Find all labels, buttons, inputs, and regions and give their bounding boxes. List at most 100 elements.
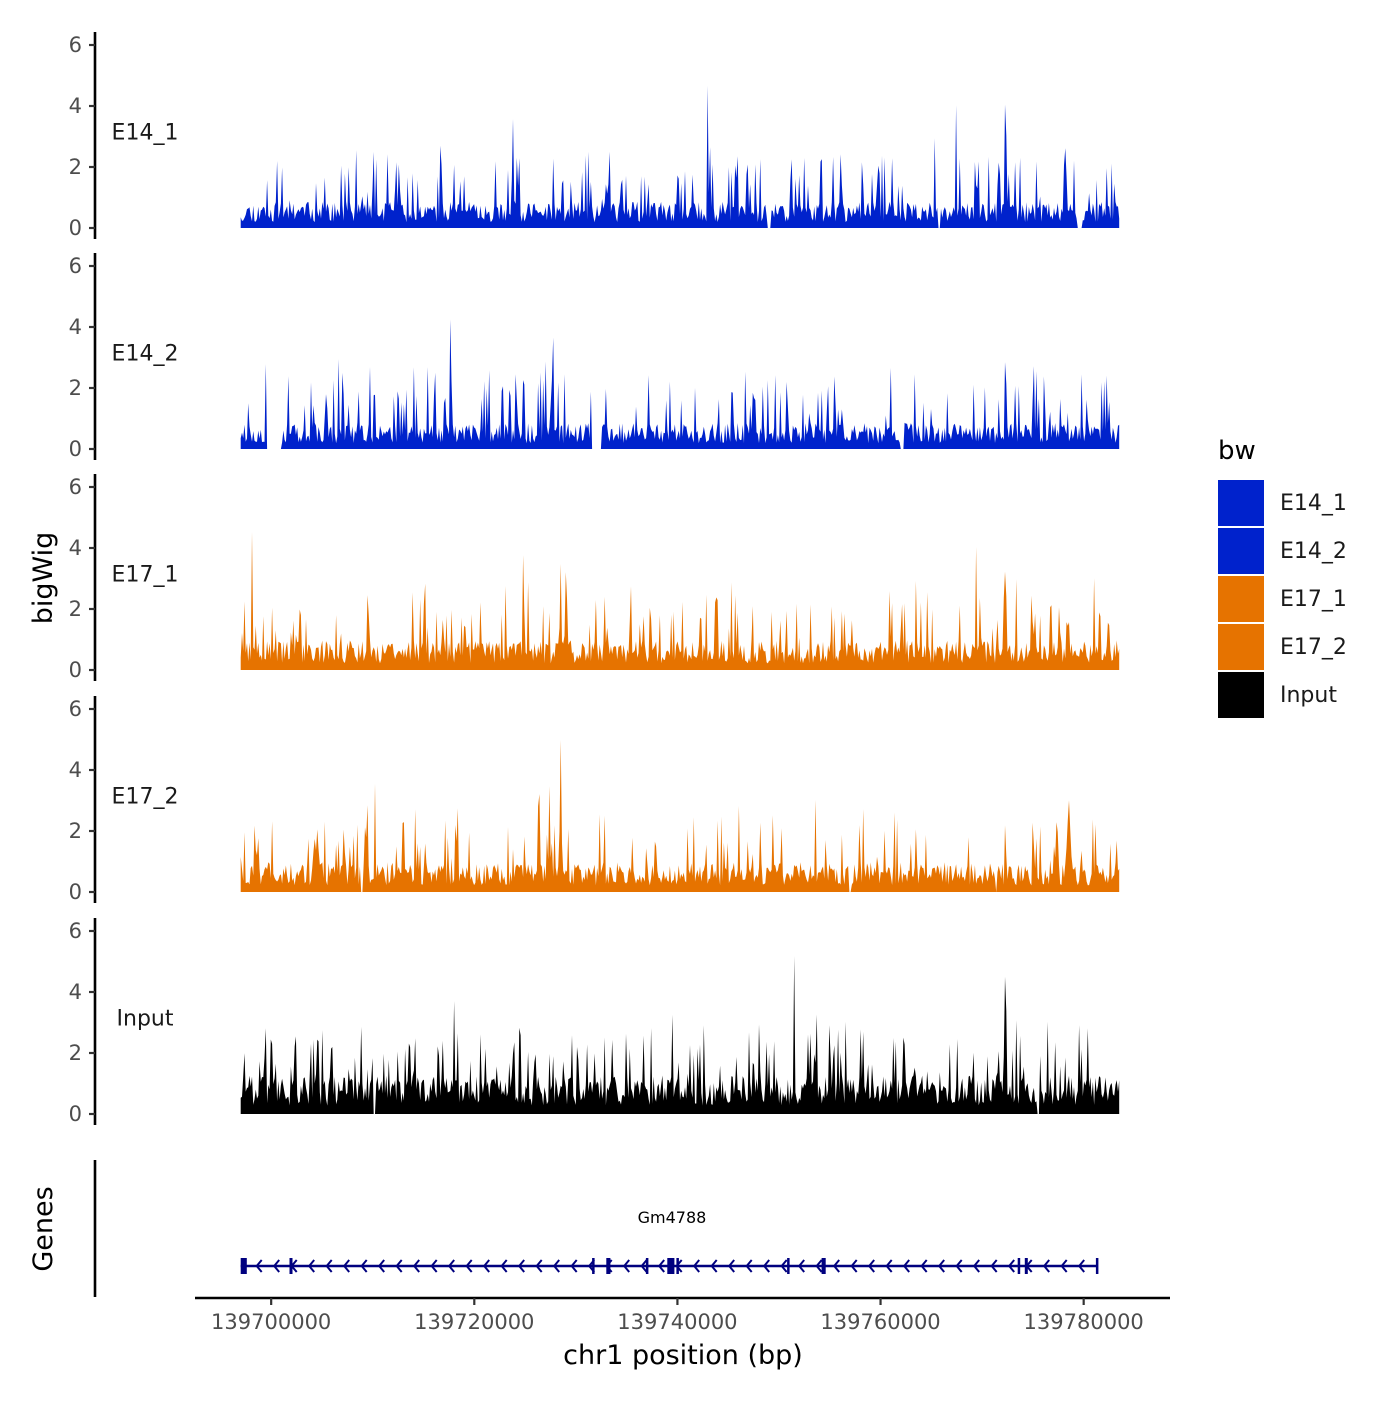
legend-item-Input: Input bbox=[1218, 672, 1337, 718]
y-tick-label: 4 bbox=[69, 315, 82, 339]
strand-arrow bbox=[745, 1259, 753, 1273]
track-label-Input: Input bbox=[117, 1006, 174, 1031]
strand-arrow bbox=[447, 1259, 455, 1273]
y-tick-label: 2 bbox=[69, 597, 82, 621]
x-tick-label: 139740000 bbox=[617, 1310, 737, 1334]
strand-arrow bbox=[867, 1259, 875, 1273]
x-tick-label: 139700000 bbox=[211, 1310, 331, 1334]
strand-arrow bbox=[465, 1259, 473, 1273]
strand-arrow bbox=[325, 1259, 333, 1273]
strand-arrow bbox=[972, 1259, 980, 1273]
strand-arrow bbox=[692, 1259, 700, 1273]
y-tick-label: 6 bbox=[69, 697, 82, 721]
y-tick-label: 0 bbox=[69, 216, 82, 240]
y-tick-label: 0 bbox=[69, 880, 82, 904]
legend: E14_1 E14_2 E17_1 E17_2 Input bbox=[1218, 480, 1347, 718]
strand-arrow bbox=[517, 1259, 525, 1273]
strand-arrow bbox=[937, 1259, 945, 1273]
track-label-E17_2: E17_2 bbox=[112, 784, 179, 809]
track-label-E14_2: E14_2 bbox=[112, 341, 179, 366]
strand-arrow bbox=[535, 1259, 543, 1273]
signal-area-Input bbox=[240, 956, 1120, 1114]
strand-arrow bbox=[500, 1259, 508, 1273]
strand-arrow bbox=[885, 1259, 893, 1273]
y-tick-label: 2 bbox=[69, 376, 82, 400]
track-E17_1: 0 2 4 6 E17_1 bbox=[69, 474, 1120, 682]
x-tick-label: 139760000 bbox=[820, 1310, 940, 1334]
strand-arrow bbox=[1007, 1259, 1015, 1273]
legend-swatch bbox=[1218, 528, 1264, 574]
legend-label: E14_2 bbox=[1280, 539, 1347, 564]
y-axis-title: bigWig bbox=[28, 532, 59, 625]
y-tick-label: 4 bbox=[69, 758, 82, 782]
genes-layer: Gm4788 bbox=[93, 1160, 1099, 1297]
y-tick-label: 6 bbox=[69, 475, 82, 499]
legend-label: E14_1 bbox=[1280, 491, 1347, 516]
strand-arrow bbox=[272, 1259, 280, 1273]
gene-label: Gm4788 bbox=[638, 1208, 707, 1227]
signal-area-E17_1 bbox=[240, 532, 1120, 670]
legend-swatch bbox=[1218, 672, 1264, 718]
legend-item-E14_2: E14_2 bbox=[1218, 528, 1347, 574]
legend-item-E14_1: E14_1 bbox=[1218, 480, 1347, 526]
strand-arrow bbox=[727, 1259, 735, 1273]
strand-arrow bbox=[552, 1259, 560, 1273]
strand-arrow bbox=[920, 1259, 928, 1273]
y-tick-label: 2 bbox=[69, 155, 82, 179]
exon bbox=[240, 1258, 247, 1274]
legend-swatch bbox=[1218, 480, 1264, 526]
y-tick-label: 2 bbox=[69, 1041, 82, 1065]
legend-label: Input bbox=[1280, 683, 1337, 708]
y-tick-label: 4 bbox=[69, 980, 82, 1004]
y-tick-label: 6 bbox=[69, 33, 82, 57]
strand-arrow bbox=[657, 1259, 665, 1273]
x-axis-title: chr1 position (bp) bbox=[563, 1340, 803, 1371]
y-tick-label: 6 bbox=[69, 254, 82, 278]
track-E17_2: 0 2 4 6 E17_2 bbox=[69, 696, 1120, 904]
x-axis: 139700000 139720000 139740000 139760000 1397… bbox=[195, 1296, 1170, 1334]
exon bbox=[592, 1258, 595, 1274]
strand-arrow bbox=[902, 1259, 910, 1273]
tracks-layer: 0 2 4 6 E14_1 0 2 4 6 E14_2 0 2 4 6 E17_1 0 2 4 6 E17_2 0 2 4 6… bbox=[69, 32, 1120, 1126]
y-tick-label: 4 bbox=[69, 94, 82, 118]
strand-arrow bbox=[622, 1259, 630, 1273]
y-tick-label: 0 bbox=[69, 1102, 82, 1126]
y-tick-label: 6 bbox=[69, 919, 82, 943]
x-tick-label: 139720000 bbox=[414, 1310, 534, 1334]
exon bbox=[289, 1258, 293, 1274]
signal-area-E14_1 bbox=[240, 85, 1120, 228]
strand-arrow bbox=[570, 1259, 578, 1273]
exon bbox=[676, 1258, 679, 1274]
strand-arrow bbox=[780, 1259, 788, 1273]
signal-area-E14_2 bbox=[240, 319, 1120, 449]
track-Input: 0 2 4 6 Input bbox=[69, 918, 1120, 1126]
track-E14_1: 0 2 4 6 E14_1 bbox=[69, 32, 1120, 240]
exon bbox=[821, 1258, 826, 1274]
y-tick-label: 0 bbox=[69, 437, 82, 461]
strand-arrow bbox=[1042, 1259, 1050, 1273]
strand-arrow bbox=[412, 1259, 420, 1273]
exon bbox=[606, 1258, 611, 1274]
strand-arrow bbox=[377, 1259, 385, 1273]
strand-arrow bbox=[1060, 1259, 1068, 1273]
strand-arrow bbox=[850, 1259, 858, 1273]
strand-arrow bbox=[832, 1259, 840, 1273]
track-E14_2: 0 2 4 6 E14_2 bbox=[69, 253, 1120, 461]
strand-arrow bbox=[430, 1259, 438, 1273]
strand-arrow bbox=[482, 1259, 490, 1273]
y-tick-label: 0 bbox=[69, 658, 82, 682]
legend-swatch bbox=[1218, 624, 1264, 670]
exon bbox=[645, 1258, 649, 1274]
strand-arrow bbox=[797, 1259, 805, 1273]
strand-arrow bbox=[395, 1259, 403, 1273]
strand-arrow bbox=[762, 1259, 770, 1273]
strand-arrow bbox=[640, 1259, 648, 1273]
exon bbox=[787, 1258, 790, 1274]
strand-arrow bbox=[1077, 1259, 1085, 1273]
strand-arrow bbox=[342, 1259, 350, 1273]
x-tick-label: 139780000 bbox=[1024, 1310, 1144, 1334]
legend-item-E17_1: E17_1 bbox=[1218, 576, 1347, 622]
strand-arrow bbox=[360, 1259, 368, 1273]
